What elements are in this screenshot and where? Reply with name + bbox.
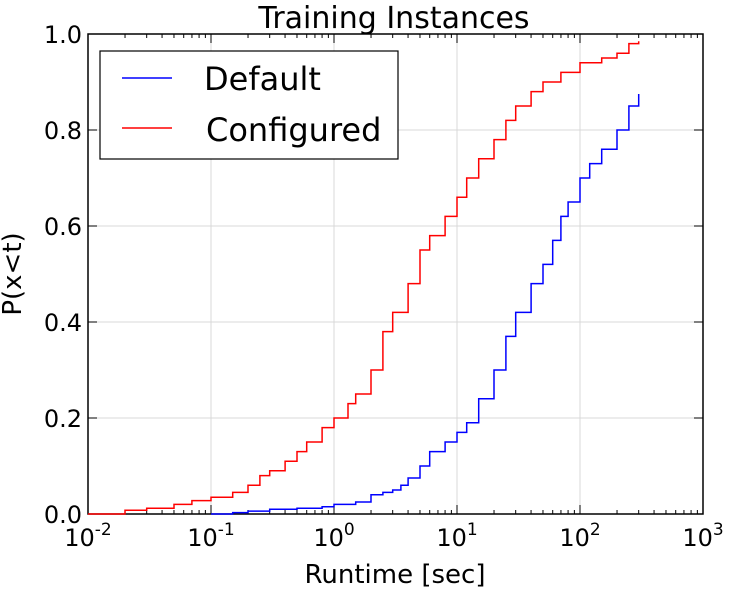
y-tick-label: 0.8 <box>44 117 82 145</box>
legend-box <box>99 50 399 160</box>
legend: Default Configured <box>99 50 399 160</box>
y-tick-labels: 0.0 0.2 0.4 0.6 0.8 1.0 <box>44 21 82 529</box>
series-line-default <box>211 94 640 515</box>
y-tick-label: 0.2 <box>44 405 82 433</box>
x-tick-labels: 10-2 10-1 100 101 102 103 <box>64 520 723 552</box>
x-tick-label: 102 <box>559 520 600 552</box>
x-tick-label: 103 <box>682 520 723 552</box>
x-tick-label: 100 <box>313 520 354 552</box>
axis-ticks <box>87 33 704 515</box>
x-tick-label: 10-1 <box>187 520 235 552</box>
y-tick-label: 0.0 <box>44 501 82 529</box>
y-tick-label: 0.6 <box>44 213 82 241</box>
y-tick-label: 1.0 <box>44 21 82 49</box>
plot-frame <box>87 33 704 515</box>
y-axis-label: P(x<t) <box>0 232 28 315</box>
series-line-configured <box>88 41 640 515</box>
legend-label-default: Default <box>204 60 321 98</box>
x-tick-label: 10-2 <box>64 520 112 552</box>
x-tick-label: 101 <box>436 520 477 552</box>
legend-label-configured: Configured <box>206 111 381 149</box>
y-tick-label: 0.4 <box>44 309 82 337</box>
x-axis-label: Runtime [sec] <box>305 560 486 590</box>
chart-title: Training Instances <box>257 1 529 36</box>
series-lines <box>88 41 640 515</box>
